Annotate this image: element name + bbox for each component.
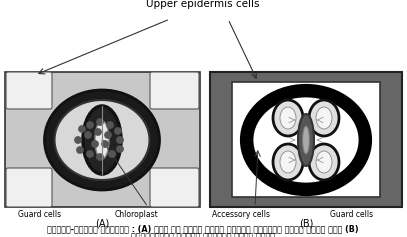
Circle shape <box>79 126 85 132</box>
Circle shape <box>92 141 98 147</box>
Ellipse shape <box>309 100 339 136</box>
Circle shape <box>75 137 81 143</box>
Text: Guard cells: Guard cells <box>18 210 61 219</box>
Ellipse shape <box>252 96 360 184</box>
Text: Accessory cells: Accessory cells <box>212 210 270 219</box>
Circle shape <box>95 129 101 135</box>
Ellipse shape <box>298 114 314 166</box>
Text: Chloroplast: Chloroplast <box>115 210 159 219</box>
Ellipse shape <box>273 100 303 136</box>
Ellipse shape <box>309 144 339 180</box>
Text: Upper epidermis cells: Upper epidermis cells <box>146 0 260 9</box>
FancyBboxPatch shape <box>6 72 52 109</box>
Circle shape <box>102 141 108 147</box>
Circle shape <box>87 122 93 128</box>
Ellipse shape <box>242 86 370 194</box>
Text: ࠡम्बलाकार द्वार कोशिका सहित रन्ध: ࠡम्बलाकार द्वार कोशिका सहित रन्ध <box>131 232 275 237</box>
Circle shape <box>117 146 123 152</box>
Ellipse shape <box>302 126 309 154</box>
Text: चित्र-रन्धी तन्त्र : (A) सेम के आकार वाली द्वार कोशिका सहित रन्ध तथा (B): चित्र-रन्धी तन्त्र : (A) सेम के आकार वाल… <box>47 224 359 233</box>
Text: Guard cells: Guard cells <box>330 210 373 219</box>
Text: (A): (A) <box>95 219 109 229</box>
Circle shape <box>115 128 121 134</box>
Ellipse shape <box>316 107 332 129</box>
Ellipse shape <box>44 90 160 190</box>
Bar <box>5 72 200 207</box>
Circle shape <box>77 147 83 153</box>
Circle shape <box>97 154 103 160</box>
Ellipse shape <box>280 151 296 173</box>
Ellipse shape <box>273 144 303 180</box>
Circle shape <box>107 122 113 128</box>
Circle shape <box>117 137 123 143</box>
Bar <box>210 72 402 207</box>
FancyBboxPatch shape <box>6 168 52 207</box>
Ellipse shape <box>95 121 109 159</box>
Circle shape <box>85 132 91 138</box>
Ellipse shape <box>83 106 121 174</box>
FancyBboxPatch shape <box>150 168 199 207</box>
Ellipse shape <box>316 151 332 173</box>
Bar <box>232 82 380 197</box>
Text: (B): (B) <box>299 219 313 229</box>
FancyBboxPatch shape <box>150 72 199 109</box>
Circle shape <box>87 151 93 157</box>
Circle shape <box>97 119 103 125</box>
Ellipse shape <box>55 100 149 180</box>
Circle shape <box>105 132 111 138</box>
Circle shape <box>109 151 115 157</box>
Ellipse shape <box>280 107 296 129</box>
